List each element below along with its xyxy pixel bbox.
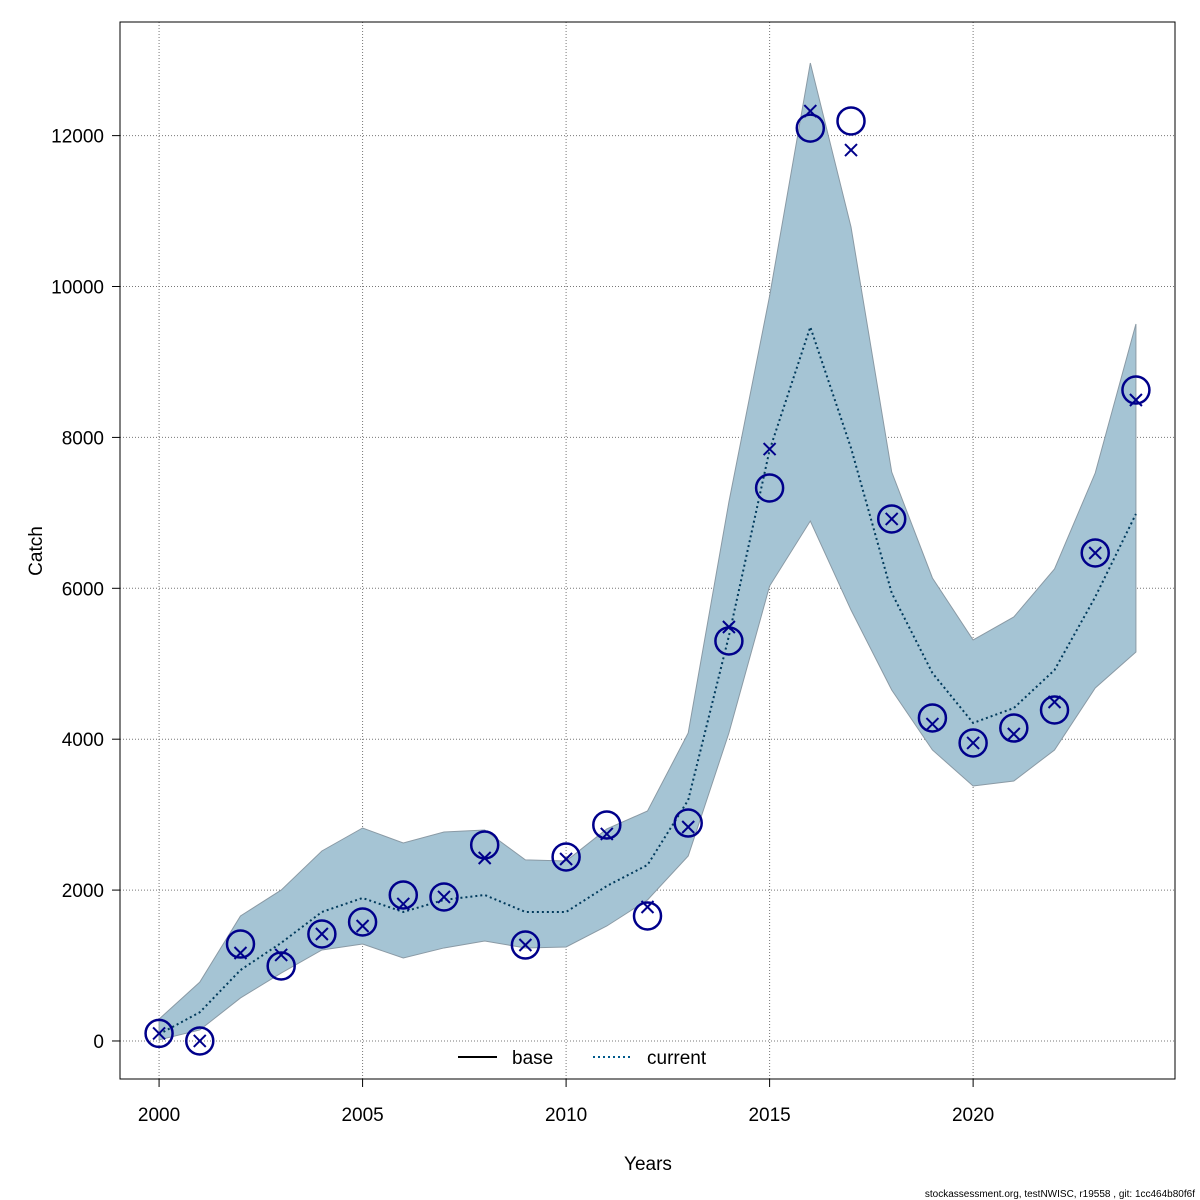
y-tick-label: 8000 — [62, 428, 104, 449]
observed-point — [673, 808, 703, 838]
x-tick-label: 2020 — [952, 1105, 994, 1126]
y-axis-label: Catch — [26, 526, 47, 576]
confidence-band — [158, 62, 1137, 1041]
expected-point — [1088, 546, 1102, 560]
observed-point — [1080, 538, 1110, 568]
y-tick-label: 12000 — [51, 127, 104, 148]
x-tick-label: 2010 — [545, 1105, 587, 1126]
observed-point — [510, 930, 541, 960]
observed-point — [225, 929, 256, 959]
expected-point — [274, 948, 288, 962]
expected-point — [844, 143, 858, 157]
expected-point — [1129, 393, 1143, 407]
observed-point — [144, 1018, 174, 1049]
footer-text: stockassessment.org, testNWISC, r19558 ,… — [925, 1189, 1195, 1200]
expected-point — [355, 919, 370, 933]
observed-point — [307, 919, 337, 949]
observed-point — [1121, 375, 1151, 405]
legend-base-label: base — [512, 1048, 553, 1069]
data-points — [144, 104, 1151, 1056]
x-tick-label: 2000 — [138, 1105, 180, 1126]
expected-point — [193, 1034, 207, 1048]
y-tick-label: 2000 — [62, 881, 104, 902]
observed-point — [429, 882, 459, 912]
observed-point — [958, 728, 988, 758]
expected-point — [315, 927, 329, 941]
legend-current-label: current — [647, 1048, 707, 1069]
expected-point — [396, 897, 410, 911]
expected-point — [925, 717, 940, 731]
expected-point — [762, 442, 777, 456]
y-axis: 0 2000 4000 6000 8000 10000 12000 — [51, 127, 120, 1053]
y-tick-label: 6000 — [62, 579, 104, 600]
current-line — [158, 323, 1137, 1036]
observed-point — [592, 810, 622, 840]
expected-point — [1007, 727, 1021, 741]
plot-frame — [119, 21, 1176, 1080]
y-tick-label: 10000 — [51, 278, 104, 299]
x-tick-label: 2005 — [341, 1105, 383, 1126]
expected-point — [640, 900, 655, 914]
observed-point — [1039, 695, 1070, 725]
expected-point — [477, 851, 492, 865]
observed-point — [388, 880, 419, 910]
observed-point — [551, 842, 581, 872]
expected-point — [803, 104, 818, 118]
observed-point — [836, 106, 866, 136]
y-tick-label: 0 — [93, 1032, 104, 1053]
expected-point — [722, 620, 736, 634]
observed-point — [266, 951, 296, 981]
expected-point — [233, 946, 248, 960]
observed-point — [999, 713, 1029, 743]
observed-point — [347, 907, 378, 937]
expected-point — [559, 852, 573, 866]
expected-point — [1047, 695, 1062, 709]
x-axis-label: Years — [624, 1154, 672, 1175]
expected-point — [966, 736, 980, 750]
observed-point — [876, 504, 907, 534]
observed-point — [795, 113, 826, 143]
observed-point — [917, 703, 948, 733]
expected-point — [518, 938, 533, 952]
observed-point — [185, 1026, 215, 1056]
observed-point — [632, 901, 663, 931]
observed-point — [754, 473, 785, 503]
legend: base current — [458, 1048, 707, 1069]
expected-point — [437, 890, 451, 904]
expected-point — [681, 820, 695, 834]
expected-point — [885, 512, 899, 526]
expected-point — [152, 1026, 166, 1041]
y-tick-label: 4000 — [62, 730, 104, 751]
expected-point — [600, 827, 614, 841]
x-tick-label: 2015 — [748, 1105, 790, 1126]
x-axis: 2000 2005 2010 2015 2020 — [138, 1079, 994, 1126]
